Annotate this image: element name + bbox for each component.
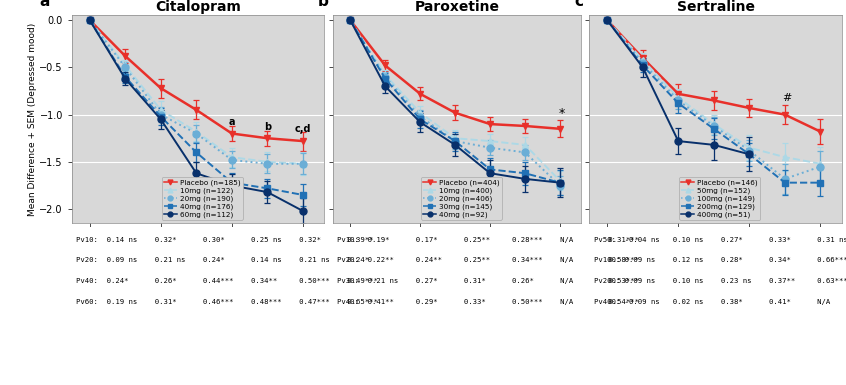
- Title: Paroxetine: Paroxetine: [415, 0, 499, 14]
- Text: Pv30:  0.21 ns    0.27*      0.31*      0.26*      N/A        0.53***: Pv30: 0.21 ns 0.27* 0.31* 0.26* N/A 0.53…: [337, 278, 648, 284]
- Text: Pv20:  0.22**     0.24**     0.25**     0.34***    N/A        0.58***: Pv20: 0.22** 0.24** 0.25** 0.34*** N/A 0…: [337, 257, 648, 263]
- Text: Pv100: 0.09 ns    0.12 ns    0.28*      0.34*      0.66***    0.49**: Pv100: 0.09 ns 0.12 ns 0.28* 0.34* 0.66*…: [594, 257, 846, 263]
- Y-axis label: Mean Difference + SEM (Depressed mood): Mean Difference + SEM (Depressed mood): [28, 23, 36, 216]
- Text: Pv200: 0.09 ns    0.10 ns    0.23 ns    0.37**     0.63***    0.46*: Pv200: 0.09 ns 0.10 ns 0.23 ns 0.37** 0.…: [594, 278, 846, 284]
- Text: Pv10:  0.14 ns    0.32*      0.30*      0.25 ns    0.32*      0.39**: Pv10: 0.14 ns 0.32* 0.30* 0.25 ns 0.32* …: [76, 236, 387, 243]
- Text: Pv60:  0.19 ns    0.31*      0.46***    0.48***    0.47***    0.65***: Pv60: 0.19 ns 0.31* 0.46*** 0.48*** 0.47…: [76, 299, 387, 305]
- X-axis label: Week: Week: [442, 245, 471, 255]
- X-axis label: Week: Week: [701, 245, 730, 255]
- Text: b: b: [318, 0, 329, 9]
- Title: Sertraline: Sertraline: [677, 0, 755, 14]
- Text: Pv40:  0.24*      0.26*      0.44***    0.34**     0.50***    0.49***: Pv40: 0.24* 0.26* 0.44*** 0.34** 0.50***…: [76, 278, 387, 284]
- Text: Pv20:  0.09 ns    0.21 ns    0.24*      0.14 ns    0.21 ns    0.24*: Pv20: 0.09 ns 0.21 ns 0.24* 0.14 ns 0.21…: [76, 257, 387, 263]
- Text: c,d: c,d: [294, 124, 311, 134]
- Text: *: *: [558, 107, 565, 120]
- Text: a: a: [228, 117, 235, 127]
- X-axis label: Week: Week: [184, 245, 212, 255]
- Legend: Placebo (n=404), 10mg (n=400), 20mg (n=406), 30mg (n=145), 40mg (n=92): Placebo (n=404), 10mg (n=400), 20mg (n=4…: [421, 177, 502, 220]
- Legend: Placebo (n=146), 50mg (n=152), 100mg (n=149), 200mg (n=129), 400mg (n=51): Placebo (n=146), 50mg (n=152), 100mg (n=…: [679, 177, 760, 220]
- Text: Pv400: -0.09 ns   0.02 ns    0.38*      0.41*      N/A        N/A: Pv400: -0.09 ns 0.02 ns 0.38* 0.41* N/A …: [594, 299, 846, 305]
- Title: Citalopram: Citalopram: [155, 0, 241, 14]
- Text: b: b: [264, 122, 271, 132]
- Text: #: #: [782, 93, 791, 103]
- Text: Pv50:  -0.04 ns   0.10 ns    0.27*      0.33*      0.31 ns    0.26 ns: Pv50: -0.04 ns 0.10 ns 0.27* 0.33* 0.31 …: [594, 236, 846, 243]
- Legend: Placebo (n=185), 10mg (n=122), 20mg (n=190), 40mg (n=176), 60mg (n=112): Placebo (n=185), 10mg (n=122), 20mg (n=1…: [162, 177, 243, 220]
- Text: Pv10:  0.19*      0.17*      0.25**     0.28***    N/A        0.31***: Pv10: 0.19* 0.17* 0.25** 0.28*** N/A 0.3…: [337, 236, 648, 243]
- Text: a: a: [39, 0, 49, 9]
- Text: Pv40:  0.41**     0.29*      0.33*      0.50***    N/A        0.54***: Pv40: 0.41** 0.29* 0.33* 0.50*** N/A 0.5…: [337, 299, 648, 305]
- Text: c: c: [574, 0, 583, 9]
